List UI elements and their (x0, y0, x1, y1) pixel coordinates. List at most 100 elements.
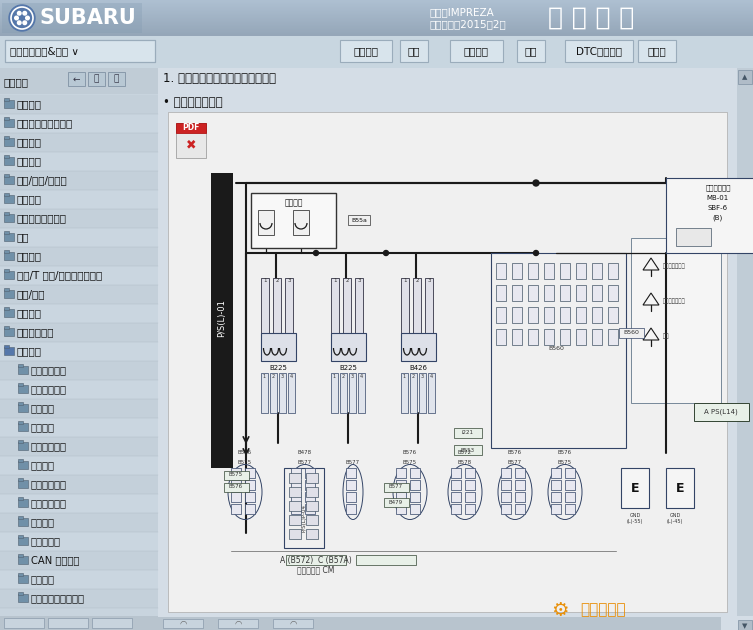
Bar (18, 366, 28, 374)
Bar (528, 307, 538, 323)
Bar (261, 373, 268, 413)
Bar (676, 228, 711, 246)
Bar (0, 456, 158, 475)
Bar (410, 468, 420, 478)
Bar (428, 373, 435, 413)
Text: 4: 4 (359, 374, 362, 379)
Bar (218, 619, 258, 628)
Bar (270, 373, 277, 413)
Text: B560: B560 (548, 345, 564, 350)
Bar (305, 468, 315, 478)
Text: B575: B575 (229, 472, 243, 478)
Bar (18, 461, 28, 469)
Text: 保险丝盒: 保险丝盒 (285, 198, 303, 207)
Text: B577: B577 (389, 484, 403, 490)
Bar (0, 11, 753, 13)
Bar (289, 487, 301, 497)
Bar (560, 263, 570, 279)
Bar (0, 16, 753, 18)
Bar (496, 263, 506, 279)
Bar (5, 40, 155, 62)
Bar (88, 72, 105, 86)
Bar (512, 263, 522, 279)
Text: 2: 2 (276, 278, 279, 284)
Bar (565, 504, 575, 514)
Bar (401, 333, 436, 361)
Text: B577: B577 (298, 461, 312, 466)
Bar (273, 278, 281, 333)
Bar (410, 492, 420, 502)
Bar (465, 468, 475, 478)
Bar (245, 468, 255, 478)
Bar (619, 328, 644, 338)
Text: 车身、驾驶室&配件 ∨: 车身、驾驶室&配件 ∨ (10, 46, 79, 56)
Text: 倒车灯系统: 倒车灯系统 (31, 536, 61, 546)
Bar (18, 575, 28, 583)
Text: 天窗/T 型顶/活动顶（天窗）: 天窗/T 型顶/活动顶（天窗） (17, 270, 102, 280)
Bar (515, 492, 525, 502)
Text: B426: B426 (409, 365, 427, 371)
Bar (592, 263, 602, 279)
Bar (18, 594, 28, 602)
Text: P/S(L)-01: P/S(L)-01 (218, 299, 227, 337)
Bar (4, 328, 14, 336)
Text: E: E (631, 481, 639, 495)
Text: 发行日期：2015年2月: 发行日期：2015年2月 (430, 19, 507, 29)
Bar (18, 421, 23, 424)
Bar (0, 15, 753, 16)
Bar (4, 117, 9, 120)
Bar (491, 253, 626, 448)
Text: ⚙: ⚙ (551, 600, 569, 619)
Bar (343, 278, 351, 333)
Text: i221: i221 (462, 430, 474, 435)
Text: 座椅: 座椅 (17, 232, 29, 242)
Bar (0, 21, 753, 23)
Text: B578: B578 (458, 461, 472, 466)
Text: 安全和锁: 安全和锁 (17, 251, 42, 261)
Bar (544, 285, 554, 301)
Bar (0, 68, 158, 94)
Text: 2: 2 (271, 374, 275, 379)
Text: 2: 2 (415, 278, 419, 284)
Text: PDF: PDF (182, 123, 200, 132)
Bar (18, 518, 28, 526)
Bar (258, 210, 274, 235)
Bar (231, 492, 241, 502)
Text: 娱乐系统: 娱乐系统 (17, 137, 42, 147)
Bar (340, 373, 347, 413)
Bar (291, 480, 301, 490)
Bar (0, 36, 753, 68)
Bar (501, 480, 511, 490)
Bar (0, 8, 753, 9)
Bar (0, 616, 158, 630)
Text: 雨刮器和清洗器系统: 雨刮器和清洗器系统 (17, 118, 73, 128)
Text: 音响系统: 音响系统 (31, 517, 55, 527)
Bar (0, 494, 158, 513)
Bar (0, 5, 753, 6)
Bar (4, 176, 14, 184)
Bar (4, 271, 14, 279)
Text: E: E (675, 481, 684, 495)
Bar (18, 402, 23, 405)
Text: 左前组合灯 CM: 左前组合灯 CM (297, 566, 334, 575)
Bar (68, 72, 85, 86)
Bar (738, 70, 752, 84)
Bar (0, 437, 158, 456)
Bar (560, 285, 570, 301)
Bar (576, 263, 586, 279)
Text: A PS(L14): A PS(L14) (704, 409, 738, 415)
Bar (349, 373, 356, 413)
Bar (0, 399, 158, 418)
Bar (576, 329, 586, 345)
Text: 安全气囊系统: 安全气囊系统 (31, 441, 67, 451)
Bar (694, 403, 749, 421)
Bar (306, 529, 318, 539)
Bar (565, 468, 575, 478)
Bar (0, 32, 753, 33)
Text: ◠: ◠ (289, 619, 297, 627)
Bar (465, 492, 475, 502)
Bar (0, 95, 158, 114)
Bar (451, 468, 461, 478)
Bar (158, 68, 737, 94)
Text: 指示灯（黄色）: 指示灯（黄色） (663, 298, 686, 304)
